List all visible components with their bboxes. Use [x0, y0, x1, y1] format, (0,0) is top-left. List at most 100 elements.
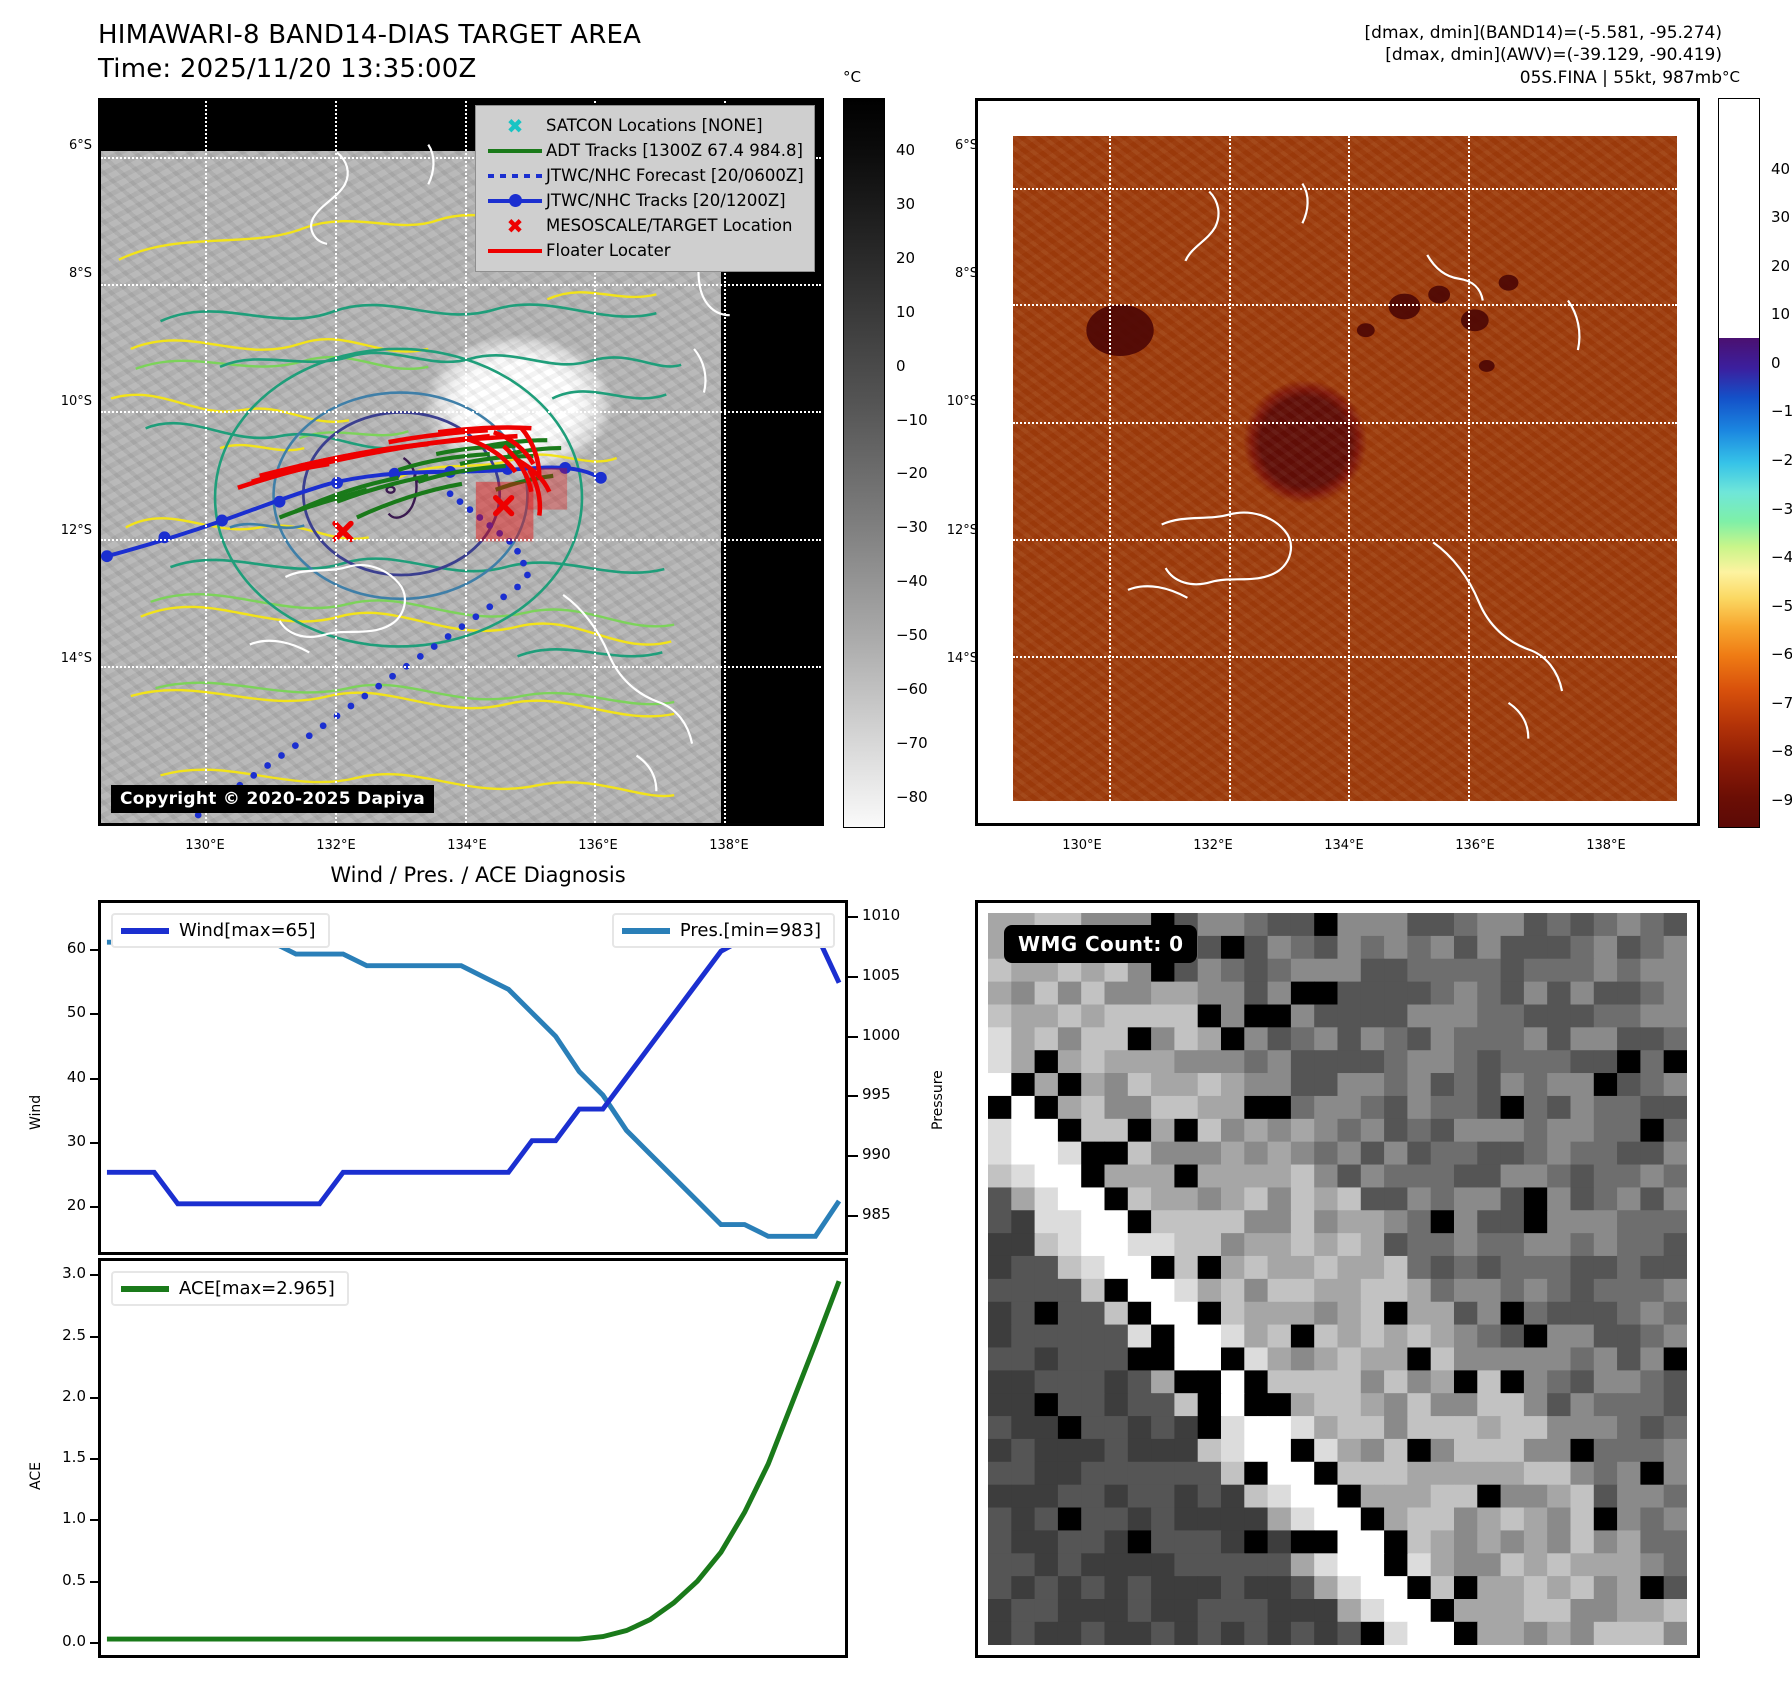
axis-tick — [848, 1035, 858, 1038]
colorbar-tick: −80 — [896, 788, 928, 807]
axis-tick — [90, 1580, 100, 1583]
ir-grayscale-map[interactable]: ✖ SATCON Locations [NONE] ADT Tracks [13… — [98, 98, 824, 826]
axis-tick — [848, 1095, 858, 1098]
color-map-overlay — [1086, 182, 1581, 739]
wind-legend[interactable]: Wind[max=65] — [111, 913, 330, 948]
colorbar-tick: −30 — [1771, 499, 1792, 518]
legend-label: SATCON Locations [NONE] — [546, 116, 763, 135]
legend-item-mesoscale[interactable]: ✖ MESOSCALE/TARGET Location — [484, 213, 804, 238]
legend-item-jtwc-tracks[interactable]: JTWC/NHC Tracks [20/1200Z] — [484, 188, 804, 213]
colorbar-tick: −90 — [1771, 790, 1792, 809]
ir-map-legend[interactable]: ✖ SATCON Locations [NONE] ADT Tracks [13… — [475, 105, 815, 272]
axis-tick — [90, 948, 100, 951]
axis-tick — [90, 1013, 100, 1016]
wmg-panel[interactable]: WMG Count: 0 — [975, 900, 1700, 1658]
pressure-legend[interactable]: Pres.[min=983] — [611, 913, 835, 948]
axis-tick-label: 1000 — [862, 1025, 901, 1044]
axis-tick — [90, 1396, 100, 1399]
copyright-notice: Copyright © 2020-2025 Dapiya — [111, 785, 434, 813]
colorbar-tick: −50 — [1771, 596, 1792, 615]
axis-tick-label: 990 — [862, 1145, 891, 1164]
colorbar-tick: −80 — [1771, 742, 1792, 761]
wind-legend-label: Wind[max=65] — [179, 920, 316, 941]
ir-overlay-vectors — [101, 144, 730, 819]
axis-tick-label: 50 — [66, 1003, 86, 1022]
colorbar-tick: 0 — [1771, 353, 1781, 372]
axis-tick-label: 985 — [862, 1205, 891, 1224]
color-colorbar-ticks: 40 30 20 10 0 −10 −20 −30 −40 −50 −60 −70 −80 −90 — [1765, 98, 1792, 826]
axis-tick — [90, 1458, 100, 1460]
ace-line — [106, 1280, 842, 1642]
ir-colorbar-title: °C — [843, 68, 861, 86]
legend-label: JTWC/NHC Tracks [20/1200Z] — [546, 191, 786, 210]
colorbar-tick: −40 — [896, 572, 928, 591]
axis-tick-label: 1.0 — [62, 1509, 86, 1528]
color-colorbar — [1718, 98, 1760, 828]
axis-tick-label: 60 — [66, 938, 86, 957]
ace-chart[interactable]: ACE[max=2.965] — [98, 1258, 848, 1658]
axis-tick-label: 0.5 — [62, 1570, 86, 1589]
pressure-legend-label: Pres.[min=983] — [679, 920, 821, 941]
adt-line-icon — [484, 148, 546, 153]
forecast-dotted-icon — [484, 173, 546, 178]
chart-title: Wind / Pres. / ACE Diagnosis — [330, 863, 626, 887]
axis-tick-label: 1005 — [862, 965, 901, 984]
colorbar-tick: 10 — [1771, 305, 1791, 324]
colorbar-tick: −10 — [896, 410, 928, 429]
colorbar-tick: −50 — [896, 626, 928, 645]
stat-awv: [dmax, dmin](AWV)=(-39.129, -90.419) — [1385, 45, 1722, 66]
pressure-line — [106, 939, 842, 1239]
axis-tick — [90, 1141, 100, 1144]
ace-legend[interactable]: ACE[max=2.965] — [111, 1271, 349, 1306]
colorbar-tick: −10 — [1771, 402, 1792, 421]
colorbar-tick: 0 — [896, 356, 906, 375]
legend-item-adt[interactable]: ADT Tracks [1300Z 67.4 984.8] — [484, 138, 804, 163]
page-title-block: HIMAWARI-8 BAND14-DIAS TARGET AREA Time:… — [98, 20, 641, 84]
legend-label: MESOSCALE/TARGET Location — [546, 216, 793, 235]
legend-item-jtwc-forecast[interactable]: JTWC/NHC Forecast [20/0600Z] — [484, 163, 804, 188]
pressure-axis-label: Pressure — [930, 1070, 946, 1130]
axis-tick — [90, 1274, 100, 1277]
colorbar-tick: −20 — [1771, 451, 1792, 469]
legend-label: Floater Locater — [546, 241, 671, 260]
colorbar-tick: 20 — [1771, 256, 1791, 275]
colorbar-tick: −70 — [896, 734, 928, 753]
axis-tick-label: 40 — [66, 1067, 86, 1086]
colorbar-tick: 30 — [896, 194, 916, 213]
colorbar-tick: −40 — [1771, 548, 1792, 567]
axis-tick-label: 3.0 — [62, 1264, 86, 1283]
colorbar-tick: 30 — [1771, 208, 1791, 227]
colorbar-tick: 40 — [1771, 159, 1791, 178]
ace-plot — [106, 1280, 842, 1642]
axis-tick — [848, 1215, 858, 1218]
ace-legend-swatch — [121, 1285, 169, 1292]
axis-tick-label: 1010 — [862, 905, 901, 924]
axis-tick-label: 1.5 — [62, 1448, 86, 1466]
colorbar-tick: 20 — [896, 248, 916, 267]
axis-tick — [90, 1206, 100, 1209]
header-stats: [dmax, dmin](BAND14)=(-5.581, -95.274) [… — [1082, 22, 1722, 89]
satcon-x-icon: ✖ — [506, 113, 524, 138]
axis-tick-label: 2.0 — [62, 1386, 86, 1405]
axis-tick-label: 20 — [66, 1196, 86, 1215]
page-title: HIMAWARI-8 BAND14-DIAS TARGET AREA — [98, 20, 642, 50]
color-colorbar-title: °C — [1722, 68, 1740, 86]
wmg-count-badge: WMG Count: 0 — [1004, 925, 1198, 963]
wind-pressure-chart[interactable]: Wind[max=65] Pres.[min=983] — [98, 900, 848, 1255]
page-timestamp: Time: 2025/11/20 13:35:00Z — [98, 54, 477, 84]
axis-tick — [90, 1077, 100, 1080]
wmg-grayscale-grid — [988, 913, 1687, 1645]
legend-item-satcon[interactable]: ✖ SATCON Locations [NONE] — [484, 113, 804, 138]
axis-tick — [848, 1155, 858, 1158]
track-linedot-icon — [484, 193, 546, 207]
wind-legend-swatch — [121, 927, 169, 934]
legend-label: JTWC/NHC Forecast [20/0600Z] — [546, 166, 804, 185]
ir-color-map[interactable] — [975, 98, 1700, 826]
axis-tick — [848, 915, 858, 918]
ir-color-imagery — [1013, 136, 1677, 801]
colorbar-tick: −60 — [896, 680, 928, 699]
colorbar-tick: −60 — [1771, 645, 1792, 664]
legend-item-floater[interactable]: Floater Locater — [484, 238, 804, 263]
ace-legend-label: ACE[max=2.965] — [179, 1278, 335, 1299]
